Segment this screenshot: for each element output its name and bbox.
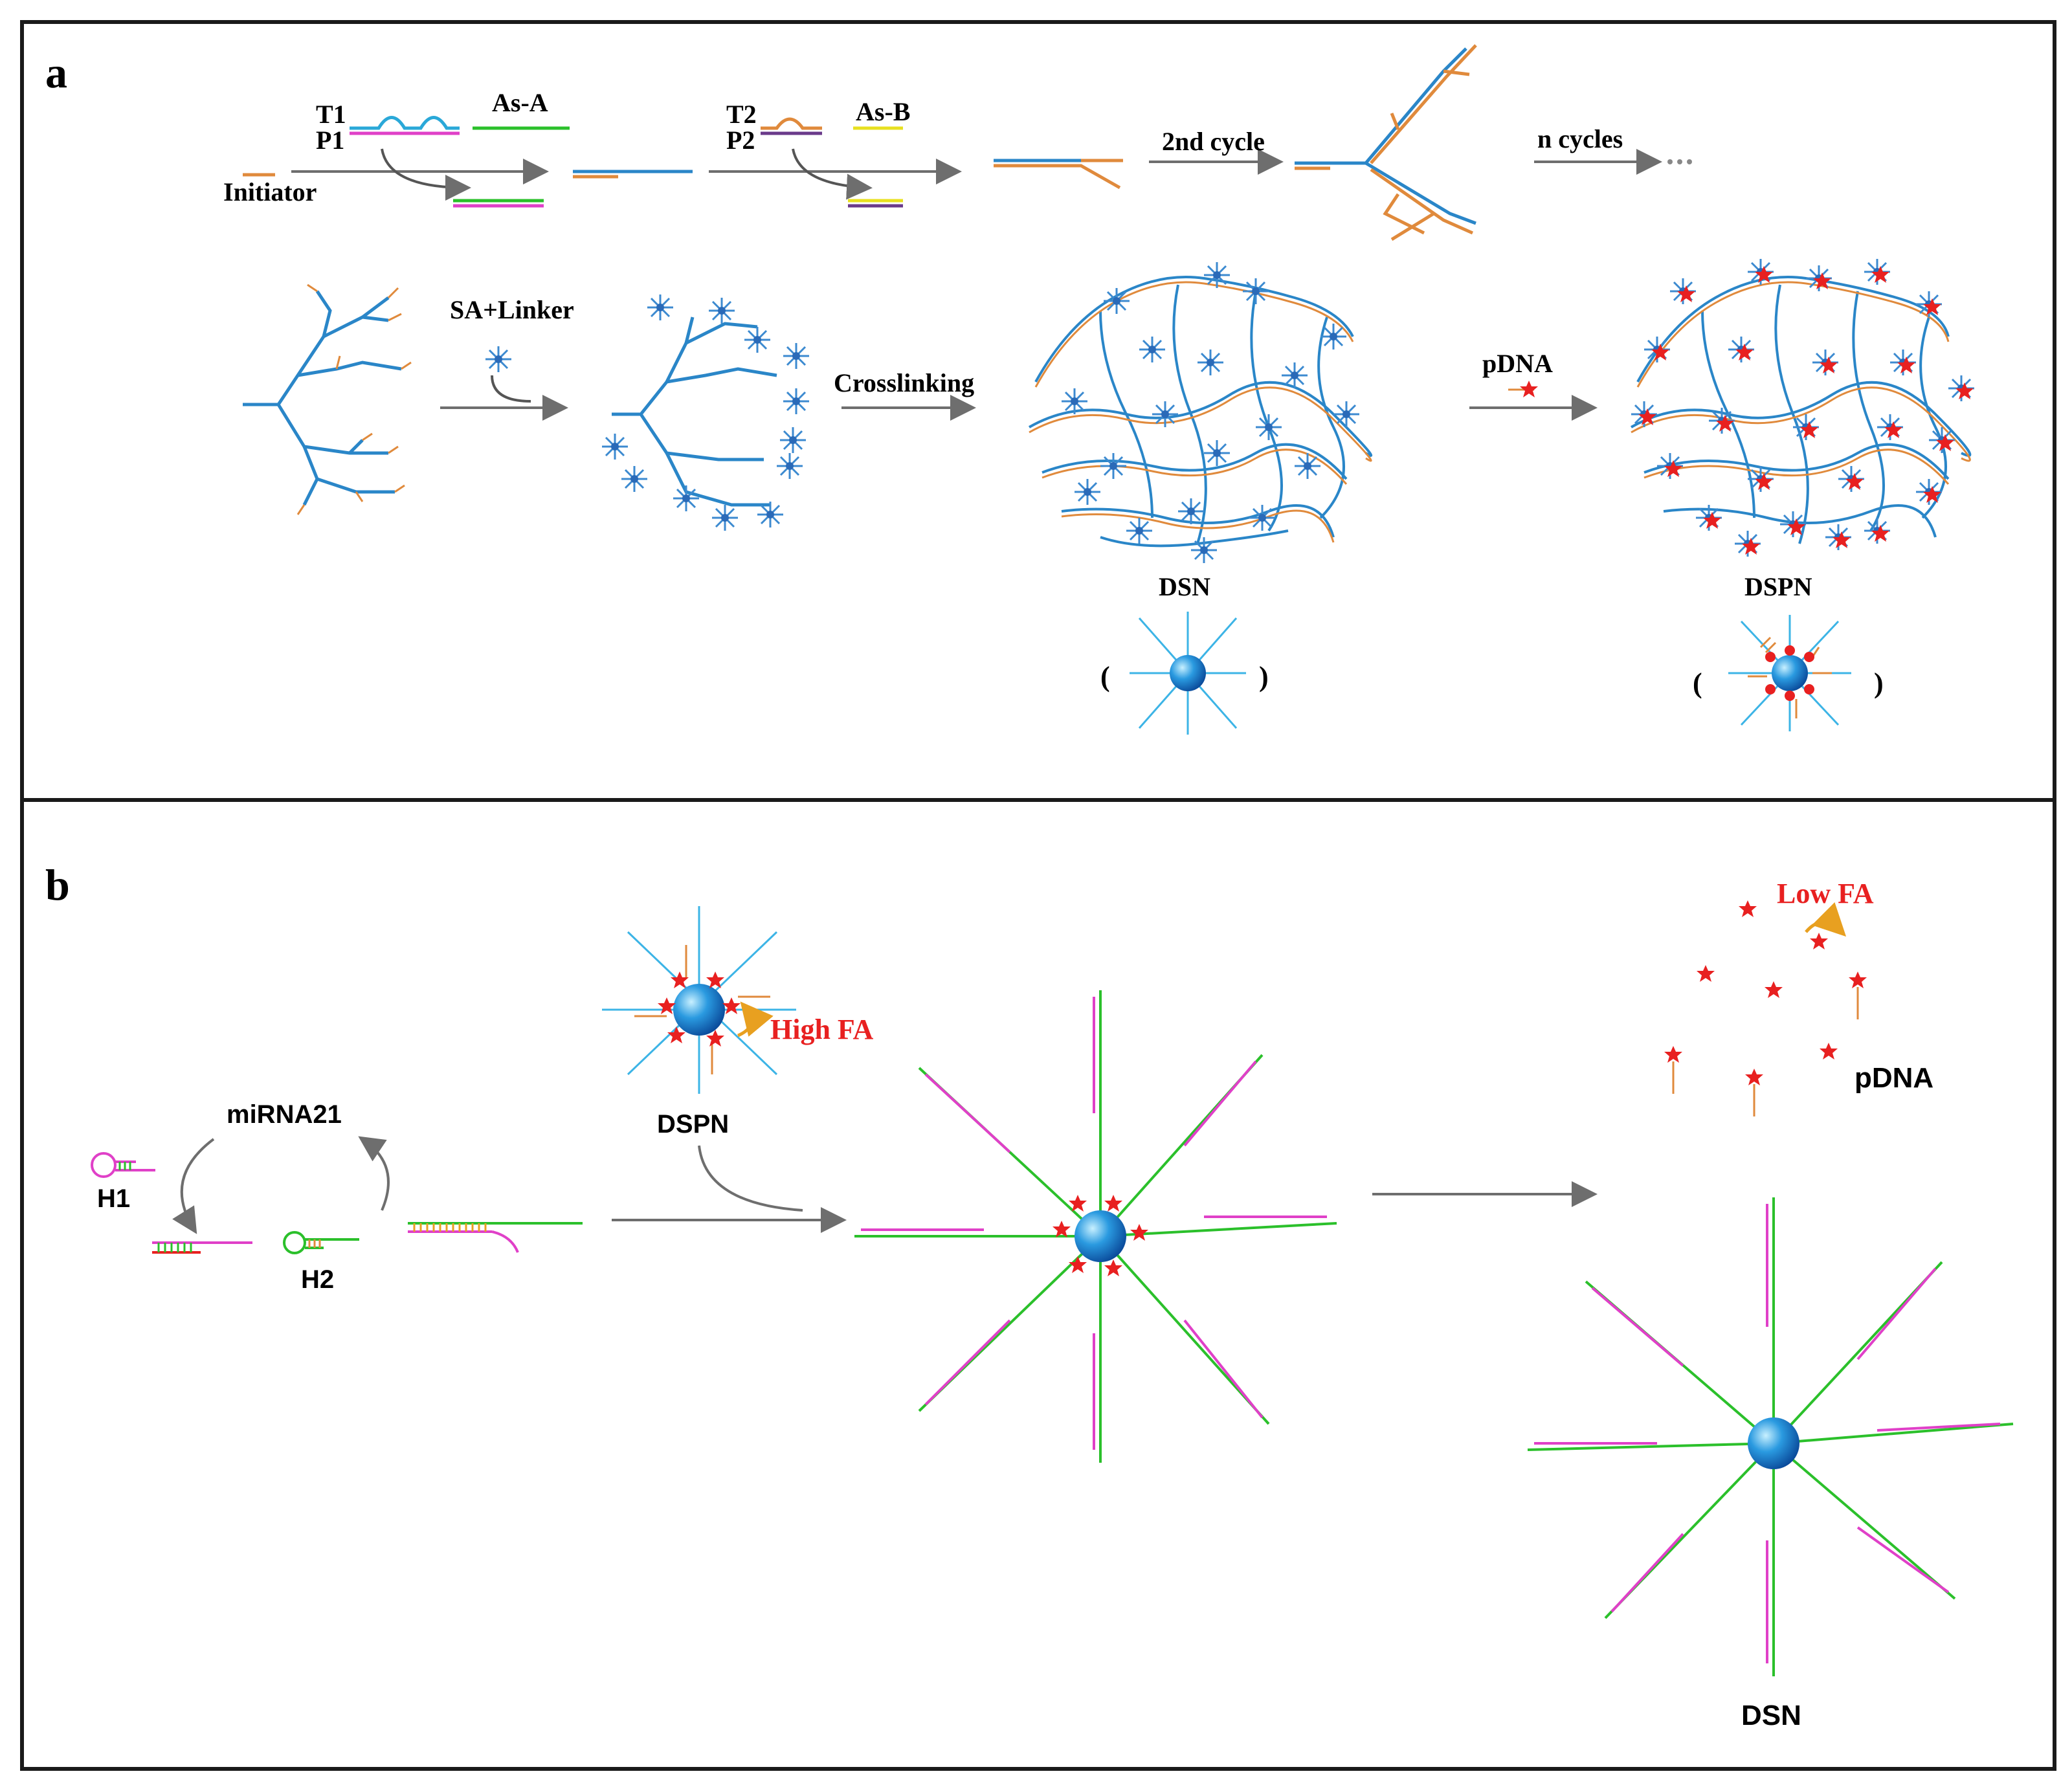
- p2-label: P2: [726, 126, 755, 155]
- sa-linker-icon: [484, 345, 513, 373]
- as-a-label: As-A: [492, 88, 548, 117]
- t2-label: T2: [726, 100, 757, 129]
- high-fa-label: High FA: [770, 1014, 874, 1045]
- pdna-label-a: pDNA: [1482, 349, 1553, 378]
- curved-arrow-2: [792, 148, 873, 200]
- sa-linker-label: SA+Linker: [450, 295, 574, 324]
- dsn-label-a: DSN: [1159, 572, 1210, 601]
- dendrimer-sa: [612, 316, 777, 507]
- released-pdna: [1664, 900, 1867, 1116]
- middle-sphere: [1075, 1210, 1126, 1262]
- dspn-open-paren: (: [1693, 667, 1702, 699]
- dspn-close-paren: ): [1874, 667, 1884, 699]
- dsn-label-b: DSN: [1741, 1700, 1801, 1731]
- panel-b-frame: [20, 798, 2056, 1771]
- t1-label: T1: [316, 100, 346, 129]
- as-b-label: As-B: [856, 97, 910, 126]
- t2-hairpin: [761, 117, 822, 130]
- dsn-network: [1029, 276, 1373, 548]
- dspn-icon: [1728, 615, 1851, 731]
- low-fa-label: Low FA: [1777, 878, 1874, 909]
- t1-p1-hairpin: [350, 116, 460, 135]
- dspn-network: [1631, 276, 1972, 544]
- fork-product: [994, 159, 1123, 190]
- final-complex: [1527, 1197, 2014, 1676]
- cycle-arrow-right: [358, 1136, 390, 1211]
- curved-arrow-sa: [491, 375, 531, 403]
- panel-b-label: b: [45, 860, 70, 909]
- high-fa-arrow: [737, 1001, 774, 1038]
- second-cycle-label: 2nd cycle: [1162, 127, 1265, 156]
- crosslinking-label: Crosslinking: [834, 368, 974, 397]
- middle-complex: [854, 990, 1337, 1463]
- h2-label: H2: [301, 1265, 334, 1294]
- low-fa-arrow: [1805, 902, 1847, 937]
- ellipsis-dots: [1667, 159, 1692, 164]
- second-cycle-product: [1295, 44, 1477, 241]
- mirna-label: miRNA21: [227, 1100, 342, 1129]
- cycle-arrow-left: [172, 1138, 215, 1234]
- dspn-curved-arrow: [698, 1145, 803, 1212]
- dsn-close-paren: ): [1259, 661, 1269, 693]
- dsn-icon: [1130, 612, 1246, 735]
- h1-h2-duplex: [408, 1222, 583, 1253]
- h1-mirna-duplex: [152, 1241, 252, 1254]
- pdna-label-b: pDNA: [1855, 1062, 1933, 1094]
- p1-label: P1: [316, 126, 344, 155]
- dspn-label-b: DSPN: [657, 1110, 729, 1138]
- h2-hairpin: [283, 1231, 359, 1254]
- curved-arrow-1: [381, 148, 471, 201]
- dspn-probe-b: [602, 906, 796, 1094]
- n-cycles-label: n cycles: [1537, 124, 1623, 153]
- initiator-label: Initiator: [223, 177, 317, 206]
- panel-a-label: a: [45, 48, 67, 97]
- dendrimer-1: [243, 283, 412, 515]
- h1-label: H1: [97, 1184, 130, 1213]
- dspn-label-a: DSPN: [1744, 572, 1812, 601]
- dsn-open-paren: (: [1100, 661, 1110, 693]
- final-sphere: [1748, 1417, 1799, 1469]
- h1-hairpin: [91, 1152, 155, 1178]
